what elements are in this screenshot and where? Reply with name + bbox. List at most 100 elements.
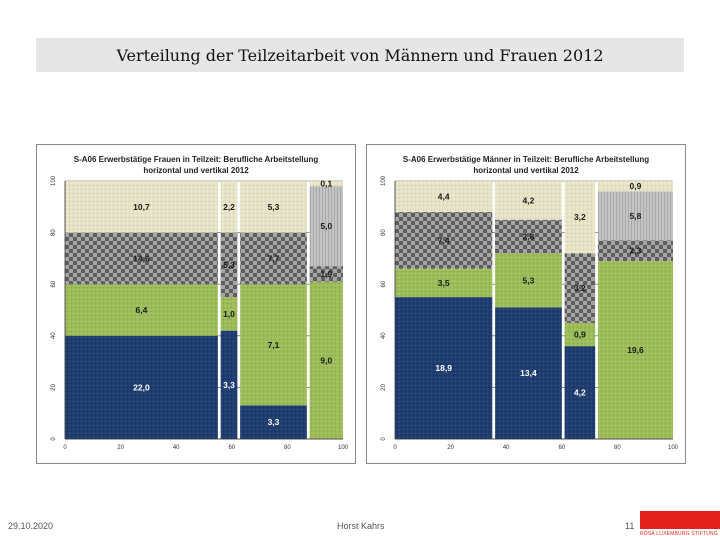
x-tick-label: 80 <box>614 445 621 451</box>
y-tick-label: 60 <box>51 280 57 287</box>
y-tick-label: 60 <box>381 280 387 287</box>
data-label: 4,4 <box>438 191 450 201</box>
chart-women: S-A06 Erwerbstätige Frauen in Teilzeit: … <box>36 144 356 464</box>
slide-title: Verteilung der Teilzeitarbeit von Männer… <box>36 38 684 72</box>
data-label: 3,5 <box>438 278 450 288</box>
data-label: 3,3 <box>223 380 235 390</box>
footer-date: 29.10.2020 <box>8 521 54 531</box>
data-label: 7,7 <box>268 253 280 263</box>
data-label: 1,9 <box>320 269 332 279</box>
x-tick-label: 0 <box>63 445 67 451</box>
y-tick-label: 80 <box>381 229 387 236</box>
y-tick-label: 80 <box>51 229 57 236</box>
y-tick-label: 0 <box>381 437 387 441</box>
data-label: 14,6 <box>133 253 150 263</box>
x-tick-label: 20 <box>117 445 124 451</box>
data-label: 3,3 <box>268 417 280 427</box>
bar-segment <box>395 268 493 298</box>
data-label: 0,9 <box>574 330 586 340</box>
bar-segment <box>395 297 493 439</box>
x-tick-label: 40 <box>173 445 180 451</box>
data-label: 18,9 <box>435 363 452 373</box>
y-tick-label: 20 <box>51 383 57 390</box>
x-tick-label: 60 <box>558 445 565 451</box>
bar-segment <box>597 240 673 261</box>
data-label: 0,9 <box>630 181 642 191</box>
bar-segment <box>309 266 343 282</box>
data-label: 5,3 <box>523 275 535 285</box>
chart-subtitle: horizontal und vertikal 2012 <box>473 166 579 175</box>
bar-segment <box>564 181 596 254</box>
chart-men-svg: S-A06 Erwerbstätige Männer in Teilzeit: … <box>381 155 679 451</box>
bar-segment <box>240 405 307 439</box>
footer-author: Horst Kahrs <box>337 521 385 531</box>
page-number: 11 <box>625 521 635 531</box>
y-tick-label: 40 <box>51 332 57 339</box>
bar-segment <box>65 232 218 285</box>
data-label: 2,8 <box>523 231 535 241</box>
x-tick-label: 100 <box>668 445 679 451</box>
x-tick-label: 100 <box>338 445 349 451</box>
bar-segment <box>395 181 493 212</box>
data-label: 5,8 <box>630 211 642 221</box>
chart-title: S-A06 Erwerbstätige Frauen in Teilzeit: … <box>74 155 319 164</box>
y-tick-label: 100 <box>51 175 57 186</box>
bar-segment <box>309 186 343 267</box>
bar-segment <box>597 181 673 192</box>
x-tick-label: 20 <box>447 445 454 451</box>
bar-segment <box>220 181 238 233</box>
bar-segment <box>495 219 562 254</box>
data-label: 5,3 <box>268 202 280 212</box>
logo-icon <box>640 511 720 529</box>
data-label: 10,7 <box>133 202 150 212</box>
bar-segment <box>309 281 343 439</box>
data-label: 22,0 <box>133 382 150 392</box>
chart-subtitle: horizontal und vertikal 2012 <box>143 166 249 175</box>
logo-text: ROSA LUXEMBURG STIFTUNG <box>640 531 718 537</box>
bar-segment <box>65 181 218 233</box>
data-label: 13,4 <box>520 368 537 378</box>
bar-segment <box>597 260 673 439</box>
data-label: 2,3 <box>630 246 642 256</box>
bar-segment <box>240 284 307 406</box>
bar-segment <box>220 232 238 298</box>
bar-segment <box>309 181 343 187</box>
bar-segment <box>564 322 596 347</box>
bar-segment <box>240 232 307 285</box>
data-label: 7,1 <box>268 340 280 350</box>
data-label: 5,3 <box>223 260 235 270</box>
chart-men: S-A06 Erwerbstätige Männer in Teilzeit: … <box>366 144 686 464</box>
data-label: 3,2 <box>574 212 586 222</box>
bar-segment <box>395 211 493 269</box>
y-tick-label: 40 <box>381 332 387 339</box>
data-label: 7,4 <box>438 235 450 245</box>
x-tick-label: 60 <box>228 445 235 451</box>
bar-segment <box>240 181 307 233</box>
data-label: 4,2 <box>523 195 535 205</box>
data-label: 2,2 <box>223 202 235 212</box>
y-tick-label: 100 <box>381 175 387 186</box>
bar-segment <box>495 181 562 220</box>
bar-segment <box>597 191 673 241</box>
data-label: 3,2 <box>574 283 586 293</box>
chart-title: S-A06 Erwerbstätige Männer in Teilzeit: … <box>403 155 649 164</box>
chart-women-svg: S-A06 Erwerbstätige Frauen in Teilzeit: … <box>51 155 349 451</box>
data-label: 5,0 <box>320 221 332 231</box>
data-label: 19,6 <box>627 345 644 355</box>
bar-segment <box>220 297 238 331</box>
x-tick-label: 0 <box>393 445 397 451</box>
data-label: 0,1 <box>320 179 332 189</box>
data-label: 4,2 <box>574 388 586 398</box>
bar-segment <box>65 335 218 439</box>
x-tick-label: 40 <box>503 445 510 451</box>
data-label: 1,0 <box>223 309 235 319</box>
data-label: 6,4 <box>136 305 148 315</box>
y-tick-label: 0 <box>51 437 57 441</box>
bar-segment <box>495 307 562 439</box>
bar-segment <box>564 346 596 439</box>
data-label: 9,0 <box>320 355 332 365</box>
bar-segment <box>65 284 218 336</box>
bar-segment <box>495 253 562 308</box>
bar-segment <box>564 253 596 323</box>
bar-segment <box>220 330 238 439</box>
